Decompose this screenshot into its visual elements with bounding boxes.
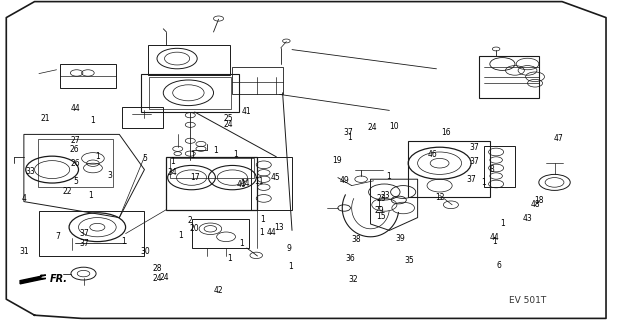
- Text: 38: 38: [352, 235, 362, 244]
- Text: 3: 3: [107, 171, 112, 180]
- Text: 36: 36: [345, 254, 355, 263]
- Text: 20: 20: [190, 224, 200, 233]
- Bar: [166, 157, 257, 210]
- Text: 24: 24: [152, 274, 162, 283]
- Text: 1: 1: [239, 239, 244, 248]
- Bar: [232, 67, 283, 94]
- Text: 28: 28: [152, 264, 162, 273]
- Text: 1: 1: [89, 191, 94, 200]
- Text: 23: 23: [376, 194, 386, 203]
- Text: 41: 41: [242, 107, 252, 116]
- Text: 44: 44: [70, 104, 80, 113]
- Text: 19: 19: [332, 156, 342, 164]
- Bar: [141, 74, 239, 112]
- Bar: [479, 56, 539, 98]
- Text: 49: 49: [339, 176, 349, 185]
- Text: 1: 1: [90, 116, 95, 124]
- Text: 44: 44: [490, 233, 500, 242]
- Text: 1: 1: [178, 231, 183, 240]
- Text: 46: 46: [427, 150, 437, 159]
- Text: 33: 33: [25, 167, 35, 176]
- Bar: [408, 141, 490, 197]
- Text: 5: 5: [73, 177, 78, 186]
- Text: 7: 7: [55, 232, 60, 241]
- Text: 1: 1: [288, 262, 293, 271]
- Text: 2: 2: [188, 216, 193, 225]
- Bar: [122, 107, 163, 128]
- Text: 26: 26: [70, 159, 80, 168]
- Text: 37: 37: [469, 143, 479, 152]
- Text: 34: 34: [167, 168, 177, 177]
- Text: 37: 37: [466, 175, 476, 184]
- Text: 37: 37: [80, 229, 90, 238]
- Text: 1: 1: [260, 215, 265, 224]
- Text: 37: 37: [80, 239, 90, 248]
- Text: 11: 11: [254, 177, 264, 186]
- Text: 1: 1: [170, 157, 175, 166]
- Text: 9: 9: [286, 244, 291, 253]
- Text: 26: 26: [69, 145, 79, 154]
- Text: 30: 30: [141, 247, 151, 256]
- Text: 23: 23: [380, 191, 390, 200]
- Bar: [38, 139, 113, 187]
- Text: 24: 24: [367, 123, 377, 132]
- Bar: [148, 45, 230, 75]
- Text: 40: 40: [237, 180, 247, 189]
- Text: FR.: FR.: [50, 274, 68, 284]
- Text: 1: 1: [492, 237, 497, 246]
- Text: 1: 1: [227, 254, 232, 263]
- Text: 18: 18: [534, 196, 544, 205]
- Text: 45: 45: [270, 173, 280, 182]
- Text: 1: 1: [213, 146, 218, 155]
- Text: 1: 1: [233, 150, 238, 159]
- Text: 5: 5: [142, 154, 147, 163]
- Text: 43: 43: [522, 214, 533, 223]
- Text: 14: 14: [240, 180, 250, 188]
- Bar: [149, 77, 231, 109]
- Text: 4: 4: [21, 194, 26, 203]
- Text: 17: 17: [190, 173, 200, 182]
- Text: 1: 1: [121, 237, 126, 246]
- Text: 25: 25: [224, 114, 234, 123]
- Text: 16: 16: [441, 128, 451, 137]
- Text: 27: 27: [70, 136, 80, 145]
- Text: 1: 1: [481, 178, 486, 187]
- Text: 47: 47: [554, 134, 564, 143]
- Text: 48: 48: [530, 200, 540, 209]
- Text: 37: 37: [469, 157, 479, 166]
- Text: 1: 1: [386, 172, 391, 180]
- Text: 29: 29: [374, 206, 384, 215]
- Text: 37: 37: [344, 128, 354, 137]
- Text: 22: 22: [62, 187, 72, 196]
- Text: 21: 21: [40, 114, 50, 123]
- Text: 32: 32: [349, 276, 359, 284]
- Text: 1: 1: [376, 200, 381, 209]
- Bar: [251, 157, 292, 210]
- Text: 1: 1: [259, 228, 264, 237]
- Text: 44: 44: [267, 228, 277, 237]
- Text: 8: 8: [489, 165, 494, 174]
- Text: 10: 10: [389, 122, 399, 131]
- Text: 35: 35: [404, 256, 414, 265]
- Text: 42: 42: [214, 286, 224, 295]
- Text: EV 501T: EV 501T: [509, 296, 546, 305]
- Text: 31: 31: [19, 247, 29, 256]
- Text: 24: 24: [160, 273, 170, 282]
- Text: 13: 13: [274, 223, 284, 232]
- Text: 15: 15: [376, 212, 386, 221]
- Bar: [60, 64, 116, 88]
- Text: 1: 1: [190, 151, 195, 160]
- Text: 39: 39: [396, 234, 406, 243]
- Text: 24: 24: [224, 120, 234, 129]
- Bar: [484, 146, 515, 187]
- Text: 1: 1: [500, 219, 505, 228]
- Text: 1: 1: [347, 133, 352, 142]
- Text: 6: 6: [497, 261, 502, 270]
- Text: 1: 1: [95, 152, 100, 161]
- Bar: [170, 158, 254, 178]
- Text: 12: 12: [435, 193, 445, 202]
- Polygon shape: [20, 275, 46, 284]
- Bar: [192, 219, 249, 248]
